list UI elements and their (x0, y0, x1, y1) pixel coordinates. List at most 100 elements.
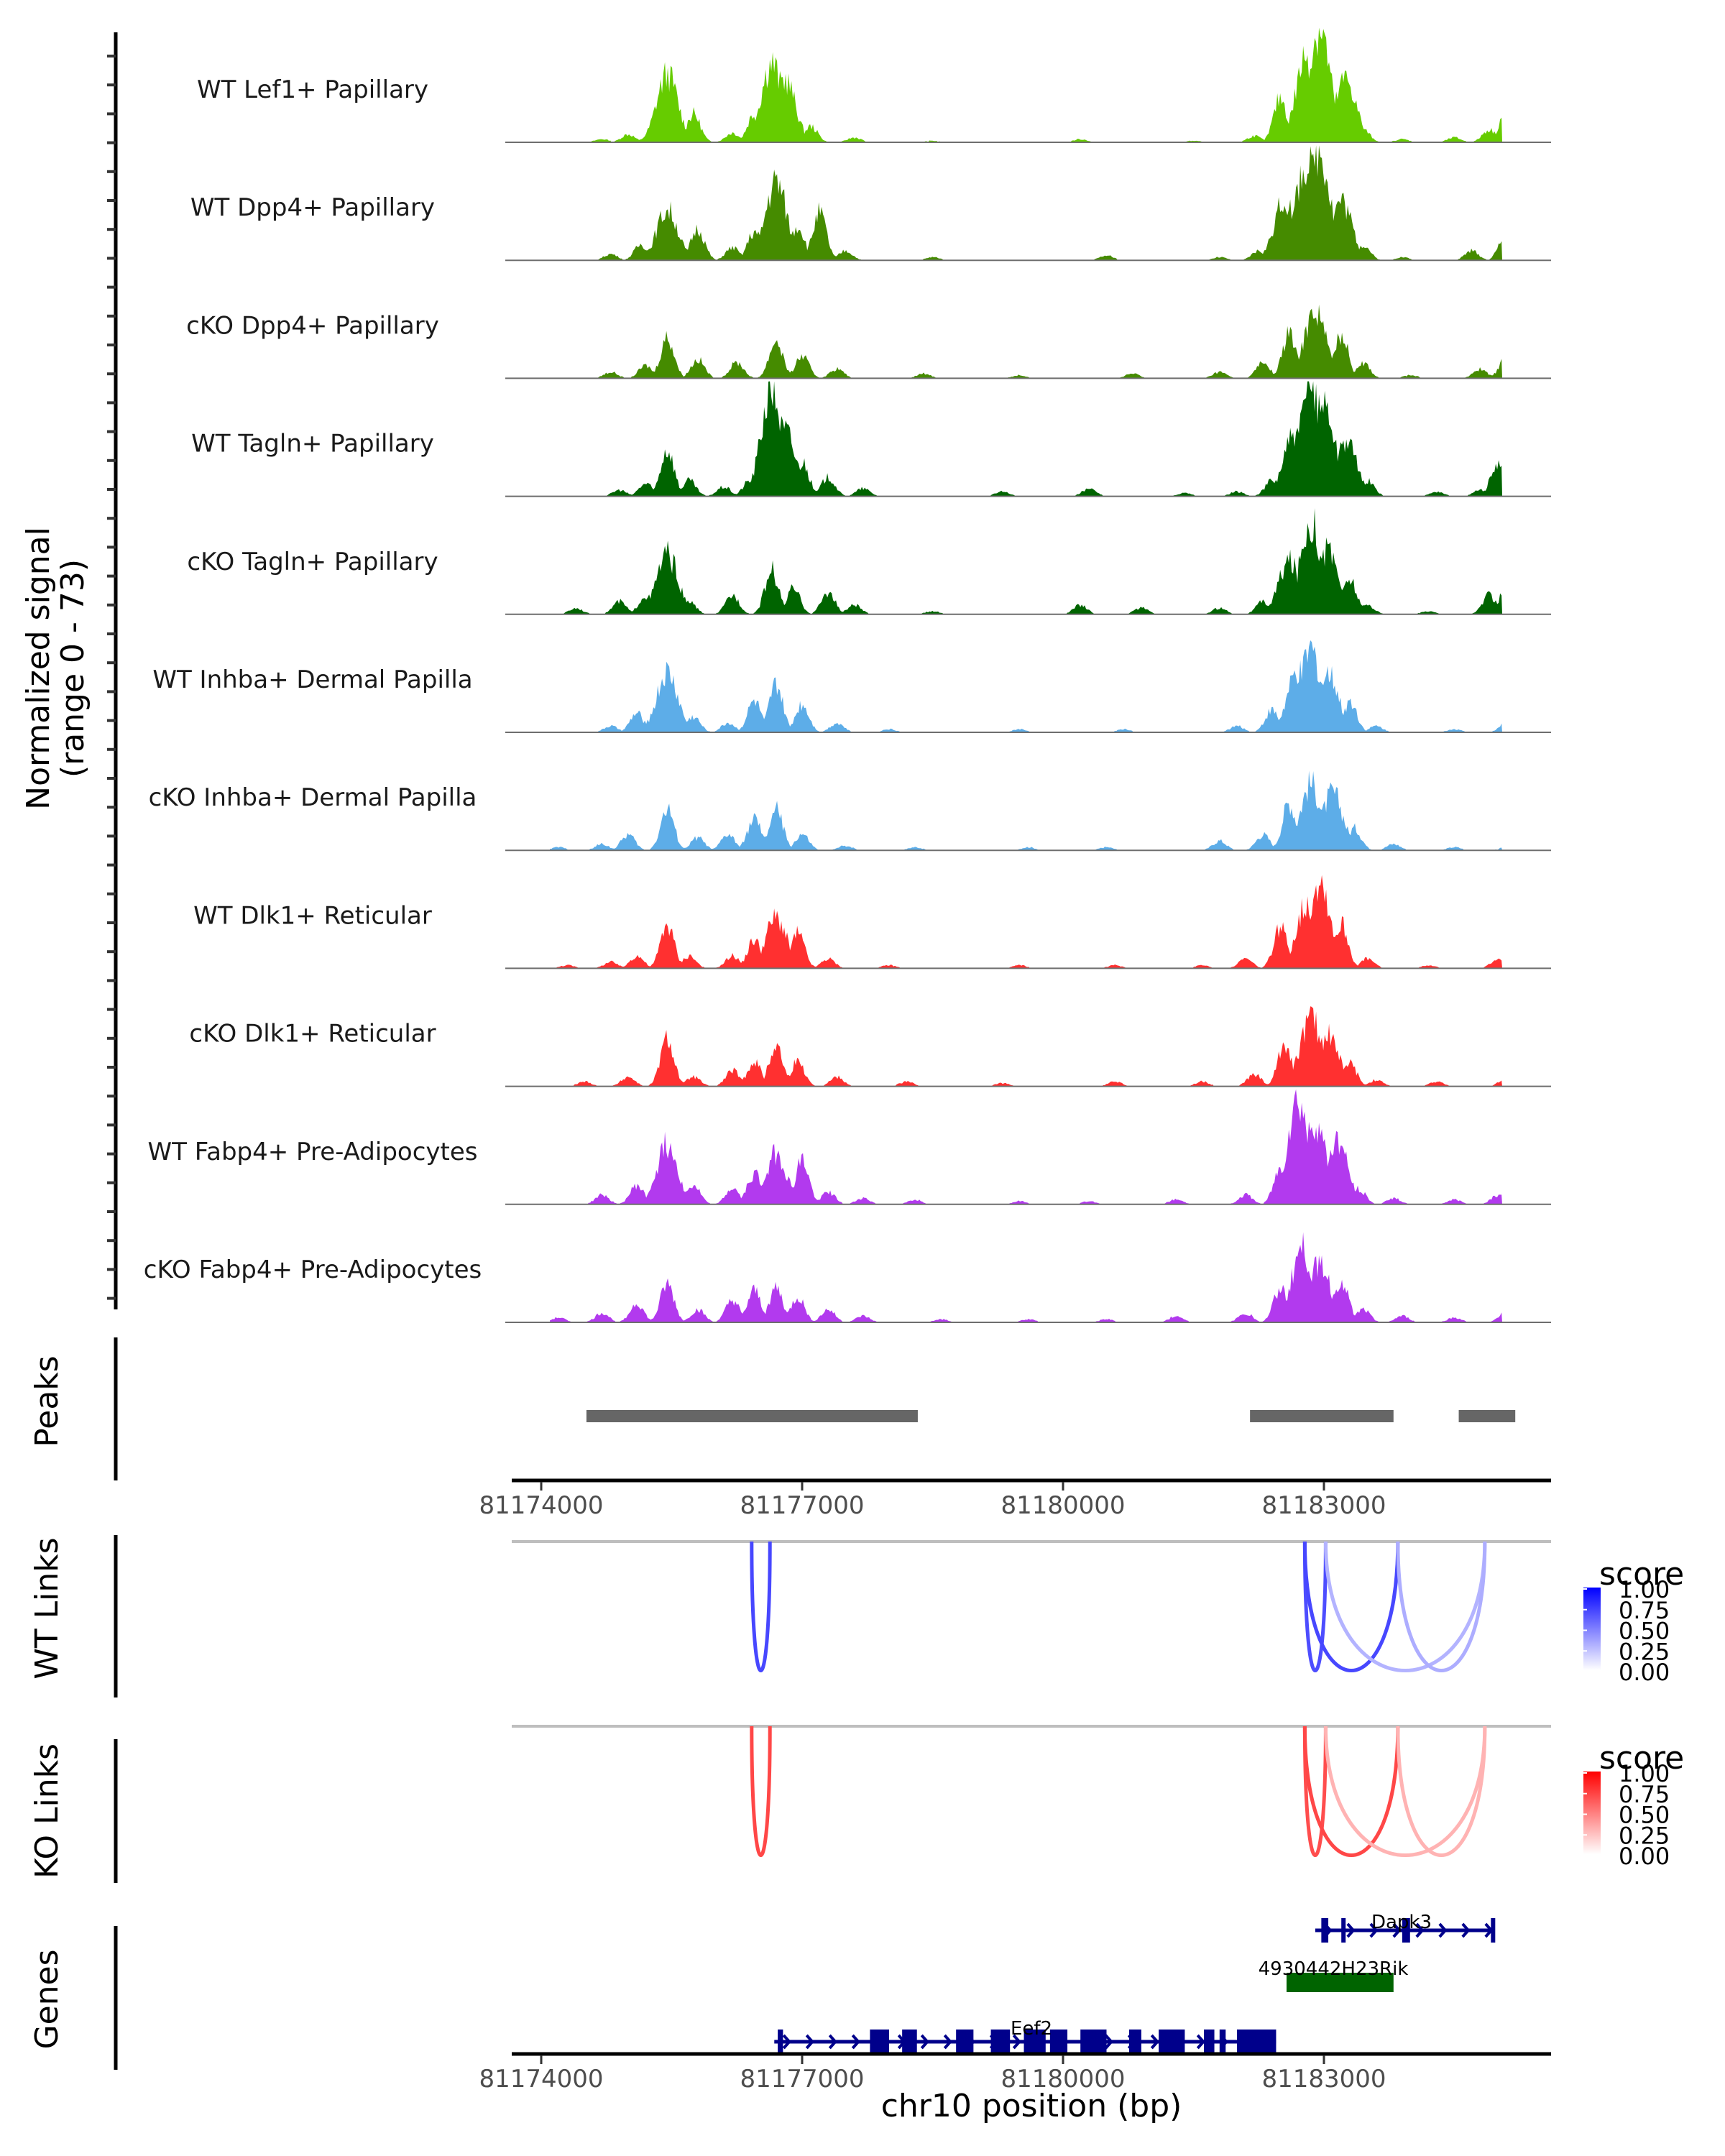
strand-arrow-icon (805, 2034, 814, 2050)
legend-break-label: 1.00 (1619, 1576, 1670, 1603)
link-arc (1302, 1726, 1400, 1857)
coverage-area (550, 640, 1502, 732)
strand-arrow-icon (1150, 2034, 1159, 2050)
gene-exon (1080, 2030, 1107, 2054)
gene-name-label: Eef2 (1011, 2018, 1052, 2040)
coverage-track: WT Fabp4+ Pre-Adipocytes (148, 1089, 1551, 1205)
coverage-track-label: cKO Dpp4+ Papillary (186, 311, 439, 340)
gene-exon (1321, 1918, 1329, 1943)
strand-arrow-icon (851, 2034, 860, 2050)
coverage-track: cKO Fabp4+ Pre-Adipocytes (144, 1232, 1551, 1323)
gene-models: Dapk3 4930442H23Rik Eef2 (774, 1912, 1496, 2054)
coverage-track: WT Dpp4+ Papillary (190, 145, 1551, 262)
strand-arrow-icon (1369, 1922, 1379, 1938)
gene-exon (1204, 2030, 1215, 2054)
strand-arrow-icon (1012, 2034, 1021, 2050)
legend-break-label: 1.00 (1619, 1760, 1670, 1787)
peaks-track-label: Peaks (29, 1355, 65, 1447)
coverage-track-label: cKO Inhba+ Dermal Papilla (149, 783, 477, 812)
gene-exon (1237, 2030, 1276, 2054)
coverage-track: cKO Dpp4+ Papillary (186, 304, 1551, 379)
wt-link-arcs (750, 1541, 1487, 1672)
link-arc (1302, 1541, 1400, 1672)
strand-arrow-icon (943, 2034, 952, 2050)
coverage-y-ticks (107, 55, 116, 1300)
strand-arrow-icon (1438, 1922, 1448, 1938)
x-tick-label: 81174000 (479, 1491, 603, 1520)
gene-exon (1049, 2030, 1068, 2054)
y-axis-title: Normalized signal (range 0 - 73) (20, 527, 91, 810)
ko-links-panel: KO Links (29, 1725, 1551, 1883)
legend-break-label: 0.25 (1619, 1822, 1670, 1849)
wt-links-panel: WT Links (29, 1535, 1551, 1697)
gene-exon (1159, 2030, 1185, 2054)
peak-region (1458, 1410, 1516, 1422)
gene-exon (1341, 1918, 1346, 1943)
legend-break-label: 0.75 (1619, 1781, 1670, 1808)
wt-legend-title: score (1599, 1556, 1684, 1593)
coverage-area (550, 1089, 1502, 1204)
gene-name-label: Dapk3 (1371, 1912, 1432, 1933)
gene-exon (990, 2030, 1011, 2054)
coverage-track: WT Lef1+ Papillary (197, 27, 1551, 143)
link-arc (1396, 1726, 1487, 1857)
gene-model: 4930442H23Rik (1259, 1958, 1409, 1992)
coverage-track-label: WT Fabp4+ Pre-Adipocytes (148, 1138, 478, 1166)
strand-arrow-icon (1392, 1922, 1402, 1938)
strand-arrow-icon (1346, 1922, 1356, 1938)
x-tick-label: 81183000 (1261, 2065, 1386, 2093)
x-axis-title: chr10 position (bp) (881, 2088, 1182, 2124)
x-tick-label: 81174000 (479, 2065, 603, 2093)
strand-arrow-icon (1415, 1922, 1425, 1938)
peak-region (586, 1410, 918, 1422)
link-arc (1302, 1541, 1328, 1672)
ko-legend-colorbar (1583, 1772, 1601, 1854)
y-axis-title-line2: (range 0 - 73) (55, 559, 91, 778)
coverage-track: cKO Inhba+ Dermal Papilla (149, 770, 1551, 852)
coverage-track-label: WT Tagln+ Papillary (191, 430, 434, 459)
coverage-area (550, 875, 1502, 969)
coverage-track: WT Tagln+ Papillary (191, 381, 1551, 497)
coverage-track: WT Dlk1+ Reticular (193, 875, 1551, 969)
x-tick-label: 81177000 (740, 1491, 864, 1520)
y-axis-title-line1: Normalized signal (20, 527, 57, 810)
coverage-track-label: WT Lef1+ Papillary (197, 75, 428, 104)
coverage-track-label: cKO Dlk1+ Reticular (189, 1020, 436, 1049)
genes-x-ticks: 81174000 81177000 81180000 81183000 (479, 2055, 1386, 2093)
ko-link-arcs (750, 1726, 1487, 1857)
strand-arrow-icon (828, 2034, 837, 2050)
wt-links-track-label: WT Links (29, 1537, 65, 1679)
coverage-area (550, 508, 1502, 614)
gene-model: Dapk3 (1315, 1912, 1496, 1943)
gene-model: Eef2 (774, 2018, 1276, 2054)
wt-score-legend: score 1.000.750.500.250.00 (1583, 1556, 1684, 1686)
legend-break-label: 0.25 (1619, 1638, 1670, 1665)
gene-name-label: 4930442H23Rik (1259, 1958, 1409, 1980)
wt-legend-labels: 1.000.750.500.250.00 (1583, 1576, 1670, 1686)
link-arc (1323, 1541, 1487, 1672)
gene-exon (1286, 1973, 1394, 1992)
gene-exon (1402, 1918, 1410, 1943)
coverage-track-label: WT Dpp4+ Papillary (190, 193, 435, 222)
peaks-panel: Peaks 81174000 81177000 81180000 81183000 (29, 1337, 1551, 1520)
coverage-track: cKO Dlk1+ Reticular (189, 1006, 1551, 1087)
gene-exon (1219, 2030, 1226, 2054)
genes-track-label: Genes (29, 1949, 65, 2049)
coverage-area (550, 304, 1502, 379)
gene-exon (1128, 2030, 1141, 2054)
legend-break-label: 0.50 (1619, 1618, 1670, 1645)
coverage-area (550, 770, 1502, 851)
legend-break-label: 0.00 (1619, 1843, 1670, 1870)
strand-arrow-icon (1461, 1922, 1471, 1938)
coverage-track: WT Inhba+ Dermal Papilla (152, 640, 1551, 733)
strand-arrow-icon (1104, 2034, 1113, 2050)
ko-links-track-label: KO Links (29, 1743, 65, 1879)
coverage-track-label: cKO Tagln+ Papillary (187, 548, 438, 576)
gene-exon (902, 2030, 917, 2054)
gene-exon (1024, 2030, 1046, 2054)
peak-bars (586, 1410, 1516, 1422)
coverage-track-label: WT Inhba+ Dermal Papilla (152, 665, 472, 694)
link-arc (750, 1541, 772, 1672)
strand-arrow-icon (920, 2034, 929, 2050)
